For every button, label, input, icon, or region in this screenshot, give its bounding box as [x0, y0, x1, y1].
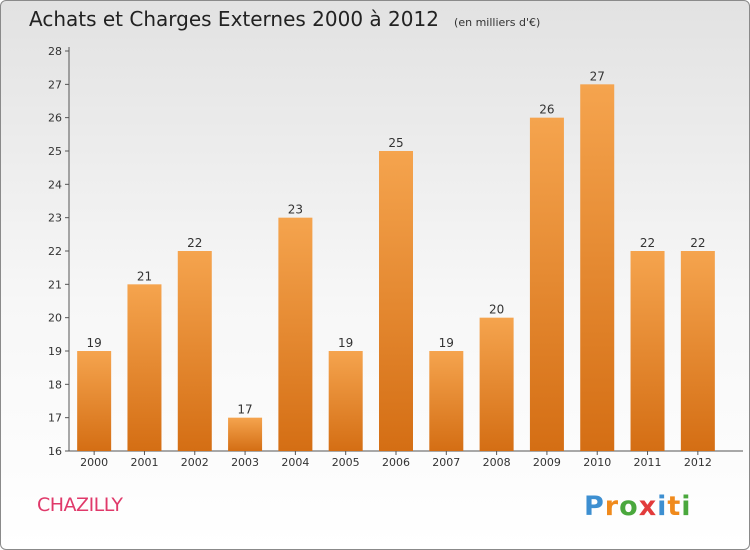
bars: [77, 84, 715, 452]
bar-2002: [177, 251, 212, 451]
y-tick-label: 28: [48, 45, 62, 58]
data-label-2011: 22: [640, 236, 655, 250]
bar-2010: [580, 84, 615, 451]
x-tick-label: 2000: [80, 456, 108, 469]
bar-2000: [77, 351, 112, 451]
y-tick-label: 17: [48, 412, 62, 425]
x-tick-label: 2008: [483, 456, 511, 469]
logo-letter: x: [638, 491, 658, 522]
x-tick-label: 2010: [583, 456, 611, 469]
data-labels: 19 21 22 17 23 19 25 19 20 26 27 22 22: [87, 69, 706, 416]
bar-2008: [479, 317, 514, 451]
y-tick-label: 23: [48, 212, 62, 225]
data-label-2007: 19: [439, 336, 454, 350]
y-tick-label: 18: [48, 378, 62, 391]
data-label-2002: 22: [187, 236, 202, 250]
data-label-2009: 26: [539, 103, 554, 117]
x-tick-label: 2011: [634, 456, 662, 469]
bar-2006: [379, 151, 413, 451]
y-tick-label: 22: [48, 245, 62, 258]
data-label-2012: 22: [690, 236, 705, 250]
logo-letter: i: [657, 491, 668, 522]
data-label-2001: 21: [137, 269, 152, 283]
x-tick-label: 2005: [332, 456, 360, 469]
x-tick-label: 2004: [281, 456, 309, 469]
y-tick-label: 21: [48, 278, 62, 291]
x-tick-label: 2001: [130, 456, 158, 469]
chart-title: Achats et Charges Externes 2000 à 2012: [29, 7, 439, 31]
x-tick-label: 2002: [181, 456, 209, 469]
logo-letter: t: [667, 491, 682, 522]
bar-2009: [529, 117, 564, 452]
data-label-2003: 17: [237, 403, 252, 417]
x-axis: 2000 2001 2002 2003 2004 2005 2006 2007 2008 2009…: [69, 450, 743, 469]
data-label-2005: 19: [338, 336, 353, 350]
chart-unit: (en milliers d'€): [454, 16, 541, 29]
bar-2003: [228, 417, 263, 451]
data-label-2006: 25: [388, 136, 403, 150]
y-tick-label: 26: [48, 112, 62, 125]
logo-letter: P: [584, 491, 605, 522]
bar-2005: [328, 351, 363, 451]
logo-letter: r: [604, 491, 620, 522]
bar-2011: [630, 251, 665, 451]
x-tick-label: 2003: [231, 456, 259, 469]
bar-2007: [429, 351, 464, 451]
data-label-2004: 23: [288, 203, 303, 217]
y-tick-label: 20: [48, 312, 62, 325]
data-label-2008: 20: [489, 303, 504, 317]
y-axis: 16 17 18 19 20 21 22 23 24 25 26 27 28: [48, 45, 70, 458]
commune-name: CHAZILLY: [37, 494, 123, 516]
x-tick-label: 2012: [684, 456, 712, 469]
y-tick-label: 16: [48, 445, 62, 458]
y-tick-label: 27: [48, 78, 62, 91]
y-tick-label: 24: [48, 178, 62, 191]
logo-letter: o: [619, 491, 639, 522]
x-tick-label: 2007: [432, 456, 460, 469]
y-tick-label: 19: [48, 345, 62, 358]
chart-title-block: Achats et Charges Externes 2000 à 2012 (…: [29, 7, 540, 31]
data-label-2010: 27: [590, 69, 605, 83]
logo-letter: i: [681, 491, 692, 522]
bar-2012: [680, 251, 715, 451]
bar-2001: [127, 284, 162, 451]
y-tick-label: 25: [48, 145, 62, 158]
x-tick-label: 2009: [533, 456, 561, 469]
proxiti-logo[interactable]: Proxiti: [584, 491, 692, 522]
bar-2004: [278, 217, 313, 451]
x-tick-label: 2006: [382, 456, 410, 469]
data-label-2000: 19: [87, 336, 102, 350]
